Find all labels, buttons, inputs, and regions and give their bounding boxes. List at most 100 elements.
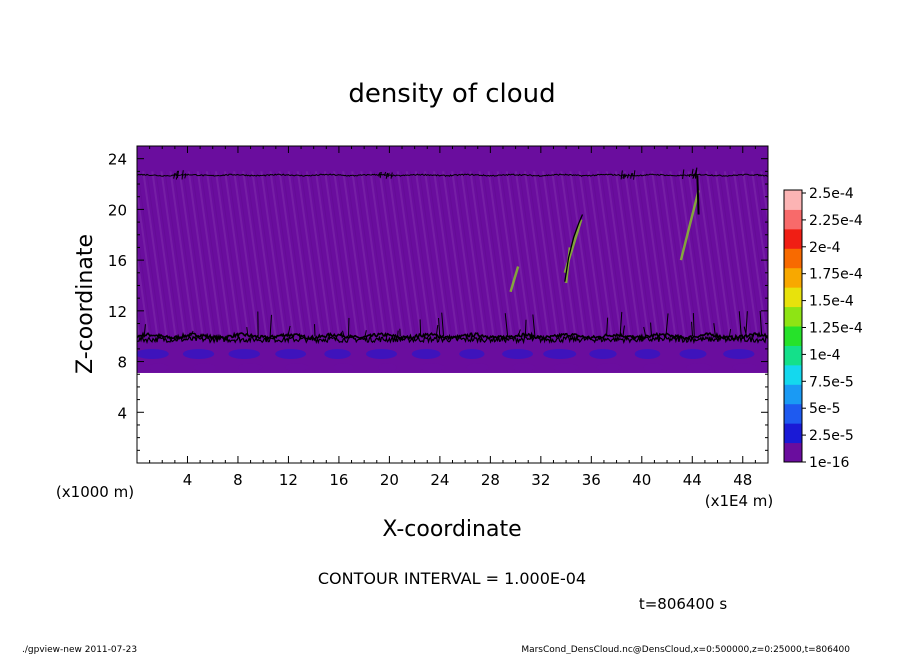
base-bump xyxy=(285,363,309,372)
colorbar-label: 2.25e-4 xyxy=(809,213,863,229)
colorbar-frame xyxy=(783,189,803,463)
colorbar-swatch xyxy=(784,306,802,327)
contour-spike xyxy=(695,167,698,179)
y-unit-label: (x1000 m) xyxy=(56,483,134,501)
colorbar-swatch xyxy=(784,209,802,230)
colorbar-label: 5e-5 xyxy=(809,401,840,417)
contour-spike xyxy=(419,319,422,337)
footer-right: MarsCond_DensCloud.nc@DensCloud,x=0:5000… xyxy=(521,645,850,654)
contour-spike xyxy=(385,172,388,179)
contour-spike xyxy=(441,312,445,337)
base-bump xyxy=(137,348,169,359)
x-tick-label: 8 xyxy=(233,471,243,489)
contour-spike xyxy=(181,170,184,180)
base-bump xyxy=(679,348,707,359)
contour-spike xyxy=(383,171,387,176)
contour-lines xyxy=(137,167,768,345)
colorbar-swatch xyxy=(784,267,802,288)
contour-spike xyxy=(435,325,439,337)
base-bump xyxy=(686,363,712,372)
base-bump xyxy=(553,363,579,372)
base-bump xyxy=(634,348,661,359)
colorbar-label: 1.25e-4 xyxy=(809,321,863,337)
contour-spike xyxy=(738,311,742,337)
y-tick-label: 12 xyxy=(108,303,127,321)
contour-spike xyxy=(504,313,509,337)
contour-spike xyxy=(626,173,630,179)
y-axis-label: Z-coordinate xyxy=(73,234,98,374)
base-bump xyxy=(324,348,351,359)
cloud-base-bumps xyxy=(137,348,758,372)
contour-spike xyxy=(624,174,627,178)
contour-spike xyxy=(728,328,732,337)
colorbar-swatch xyxy=(784,345,802,366)
contour-line xyxy=(137,173,768,178)
base-bump xyxy=(147,363,169,372)
base-bump xyxy=(411,348,441,359)
contour-spike xyxy=(622,325,625,337)
base-bump xyxy=(228,348,260,359)
base-bump xyxy=(732,363,758,372)
contour-spike xyxy=(184,173,187,179)
x-tick-label: 4 xyxy=(183,471,193,489)
base-bump xyxy=(643,363,664,372)
colorbar-labels: 1e-16 2.5e-5 5e-5 7.5e-5 1e-4 1.25e-4 1.5e-4 1.… xyxy=(802,186,863,471)
base-bump xyxy=(238,363,263,372)
colorbar xyxy=(783,189,803,463)
colorbar-swatch xyxy=(784,423,802,444)
contour-line xyxy=(564,214,584,282)
x-axis-ticks: 4 8 12 16 20 24 28 32 36 40 44 48 xyxy=(149,146,756,489)
colorbar-swatch xyxy=(784,364,802,385)
base-bump xyxy=(378,363,397,372)
base-bump xyxy=(543,348,577,359)
colorbar-swatch xyxy=(784,326,802,346)
colorbar-swatch xyxy=(784,190,802,210)
contour-spike xyxy=(379,171,382,179)
y-tick-label: 24 xyxy=(108,151,127,169)
contour-spike xyxy=(620,170,623,180)
colorbar-swatch xyxy=(784,403,802,424)
base-bump xyxy=(275,348,307,359)
plot-area xyxy=(137,146,768,463)
colorbar-label: 2.5e-5 xyxy=(809,428,854,444)
x-tick-label: 28 xyxy=(481,471,500,489)
contour-spike xyxy=(633,170,636,180)
contour-spike xyxy=(190,330,194,337)
y-axis-ticks: 4 8 12 16 20 24 xyxy=(108,151,768,451)
colorbar-label: 2.5e-4 xyxy=(809,186,854,202)
contour-spike xyxy=(364,330,367,337)
base-bump xyxy=(502,348,533,359)
density-texture xyxy=(137,171,768,337)
base-bump xyxy=(366,348,397,359)
base-bump xyxy=(596,363,622,372)
contour-spike xyxy=(691,321,694,337)
contour-spike xyxy=(378,171,381,177)
plume-streak xyxy=(509,266,520,293)
base-bump xyxy=(511,363,536,372)
y-tick-label: 20 xyxy=(108,201,127,219)
contour-spike xyxy=(665,313,669,337)
contour-spike xyxy=(143,324,146,337)
colorbar-swatch xyxy=(784,384,802,405)
colorbar-swatch xyxy=(784,442,802,463)
base-bump xyxy=(419,363,445,372)
contour-spike xyxy=(682,169,685,180)
contour-spike xyxy=(694,169,697,177)
contour-spike xyxy=(631,173,634,176)
contour-spike xyxy=(175,170,179,176)
base-bump xyxy=(723,348,755,359)
contour-spike xyxy=(759,310,763,337)
x-tick-label: 44 xyxy=(683,471,702,489)
contour-spike xyxy=(650,322,652,337)
colorbar-swatch xyxy=(784,248,802,269)
x-tick-label: 40 xyxy=(632,471,651,489)
contour-spike xyxy=(287,325,291,337)
contour-spike xyxy=(517,329,521,337)
contour-spike xyxy=(630,172,633,179)
contour-spike xyxy=(619,311,623,337)
base-bump xyxy=(182,348,215,359)
contour-spike xyxy=(696,175,700,215)
x-tick-label: 20 xyxy=(380,471,399,489)
colorbar-label: 2e-4 xyxy=(809,240,841,256)
contour-spike xyxy=(606,317,609,337)
